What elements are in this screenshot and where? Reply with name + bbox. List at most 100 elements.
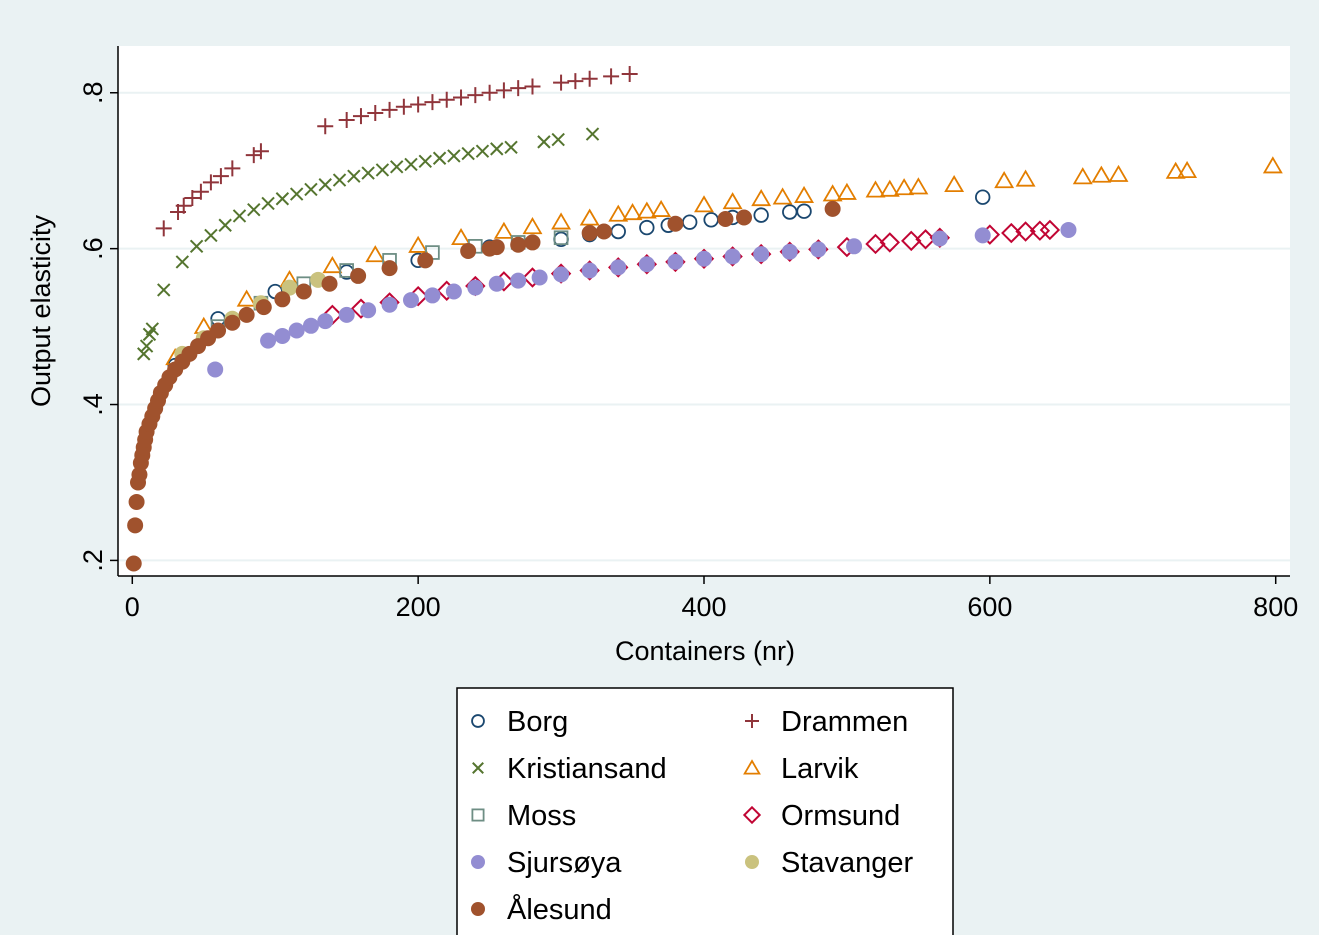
data-point <box>131 466 148 483</box>
series-3 <box>165 156 1283 366</box>
data-point <box>636 201 657 219</box>
data-point <box>836 182 857 200</box>
legend-marker <box>471 855 485 869</box>
data-point <box>338 112 355 129</box>
x-tick-label: 600 <box>967 592 1012 622</box>
data-point <box>445 283 462 300</box>
data-point <box>453 89 470 106</box>
data-point <box>696 250 712 267</box>
data-point <box>581 225 598 242</box>
data-point <box>753 207 769 223</box>
data-point <box>1015 169 1036 187</box>
x-tick-label: 0 <box>125 592 140 622</box>
legend-label: Ålesund <box>507 893 612 926</box>
data-point <box>218 218 232 232</box>
data-point <box>595 223 612 240</box>
data-point <box>224 160 241 177</box>
data-point <box>1015 221 1036 242</box>
data-point <box>418 154 433 169</box>
data-point <box>404 157 418 172</box>
data-point <box>667 215 684 232</box>
data-point <box>810 241 827 258</box>
legend-label: Moss <box>507 800 576 832</box>
data-point <box>467 279 484 296</box>
data-point <box>350 267 367 284</box>
data-point <box>332 173 347 187</box>
data-point <box>275 192 290 206</box>
legend-marker <box>742 805 762 825</box>
data-point <box>438 91 455 108</box>
legend-label: Kristiansand <box>507 753 667 785</box>
series-2 <box>137 127 600 361</box>
data-point <box>417 252 434 269</box>
data-point <box>944 174 965 193</box>
data-point <box>722 192 743 210</box>
y-tick-label: .2 <box>78 549 108 572</box>
data-point <box>638 256 655 273</box>
data-point <box>304 182 318 197</box>
data-point <box>289 187 304 201</box>
data-point <box>846 238 863 255</box>
data-point <box>451 227 471 246</box>
data-point <box>467 87 484 104</box>
data-point <box>581 70 598 87</box>
data-point <box>381 260 398 277</box>
data-point <box>524 234 541 251</box>
data-point <box>553 266 570 283</box>
data-point <box>360 302 377 319</box>
data-point <box>510 272 527 289</box>
data-point <box>493 221 514 239</box>
data-point <box>389 160 404 174</box>
data-point <box>537 135 551 149</box>
legend-marker <box>471 902 485 916</box>
legend-label: Larvik <box>781 753 859 785</box>
data-point <box>894 178 915 196</box>
data-point <box>524 78 541 95</box>
series-1 <box>155 66 638 237</box>
y-tick-label: .4 <box>78 393 108 416</box>
data-point <box>736 209 753 226</box>
data-point <box>125 555 142 572</box>
data-point <box>381 101 398 118</box>
data-point <box>794 185 815 203</box>
data-point <box>274 291 291 308</box>
data-point <box>585 127 600 141</box>
data-point <box>553 74 570 91</box>
legend-marker <box>471 714 485 728</box>
legend-label: Drammen <box>781 706 908 738</box>
legend: Borg Drammen Kristiansand Larvik Moss Ormsund… <box>456 687 954 935</box>
data-point <box>772 187 793 205</box>
data-point <box>361 166 375 180</box>
data-point <box>347 169 361 183</box>
data-point <box>522 217 543 235</box>
data-point <box>204 228 218 243</box>
x-tick-label: 400 <box>681 592 726 622</box>
data-point <box>490 142 504 156</box>
data-point <box>175 255 190 269</box>
data-point <box>879 232 901 253</box>
data-point <box>581 262 598 279</box>
data-point <box>281 279 298 296</box>
data-point <box>622 203 643 221</box>
legend-marker <box>471 808 485 822</box>
data-point <box>381 296 398 313</box>
plot-area <box>118 46 1290 576</box>
axes: .2 .4 .6 .8 0 200 400 600 800 <box>78 46 1298 622</box>
data-point <box>261 196 275 211</box>
data-point <box>137 347 151 361</box>
y-axis-title: Output elasticity <box>26 214 56 407</box>
data-point <box>553 230 569 246</box>
data-point <box>238 306 255 323</box>
x-tick-label: 200 <box>396 592 441 622</box>
data-point <box>510 236 527 253</box>
data-point <box>1072 167 1093 185</box>
data-point <box>157 283 171 297</box>
legend-label: Stavanger <box>781 847 914 879</box>
x-tick-label: 800 <box>1253 592 1298 622</box>
data-point <box>1091 165 1112 183</box>
data-point <box>128 493 145 510</box>
data-point <box>302 317 319 334</box>
data-point <box>908 177 929 195</box>
data-point <box>488 239 505 256</box>
y-tick-label: .8 <box>78 81 108 104</box>
